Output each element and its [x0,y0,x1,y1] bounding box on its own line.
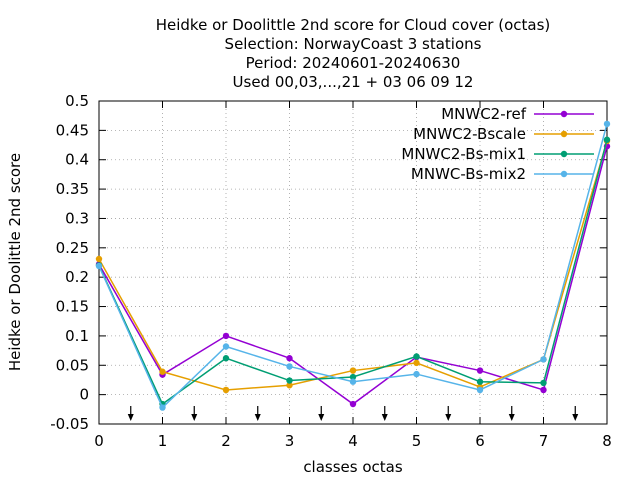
arrow-marker-layer [127,406,579,421]
data-point [222,355,230,362]
data-point [222,386,230,394]
data-point [159,368,166,375]
legend-label: MNWC2-Bscale [413,125,526,143]
data-point [476,367,484,374]
y-tick-label: 0.05 [56,356,89,374]
x-axis-label: classes octas [303,458,403,476]
y-axis-label: Heidke or Doolittle 2nd score [6,153,24,371]
x-tick-label: 5 [412,432,422,450]
x-tick-label: 1 [158,432,168,450]
x-tick-label: 7 [539,432,549,450]
legend-marker [560,170,568,178]
down-arrow-icon [572,406,579,421]
title-line: Heidke or Doolittle 2nd score for Cloud … [156,16,551,34]
down-arrow-icon [445,406,452,421]
data-point [413,359,420,367]
y-tick-label: 0.4 [65,151,89,169]
data-point [540,379,547,387]
x-tick-label: 3 [285,432,295,450]
down-arrow-icon [381,406,388,421]
legend-item: MNWC2-Bs-mix1 [401,145,594,163]
legend-label: MNWC2-Bs-mix1 [401,145,526,163]
data-point [222,332,230,340]
arrow-head [572,414,579,421]
legend-item: MNWC-Bs-mix2 [411,165,594,183]
down-arrow-icon [508,406,515,421]
series-mnwc2-ref [95,143,611,408]
data-point [603,120,611,128]
arrow-head [254,414,261,421]
y-tick-label: 0.25 [56,239,89,257]
down-arrow-icon [127,406,134,421]
x-tick-label: 2 [221,432,231,450]
data-point [349,367,357,374]
series-mnwc-bs-mix2 [95,120,611,411]
legend: MNWC2-ref MNWC2-Bscale MNWC2-Bs-mix1 MNWC-B… [401,105,594,183]
x-tick-label: 4 [348,432,358,450]
chart-title: Heidke or Doolittle 2nd score for Cloud … [156,16,551,91]
y-tick-label: 0.3 [65,209,89,227]
data-point [413,370,420,378]
legend-label: MNWC-Bs-mix2 [411,165,526,183]
y-tick-label: 0.35 [56,180,89,198]
data-point [159,404,166,411]
title-line: Period: 20240601-20240630 [246,54,461,72]
legend-label: MNWC2-ref [441,105,526,123]
data-point [603,136,611,143]
legend-item: MNWC2-ref [441,105,594,123]
x-tick-label: 8 [602,432,612,450]
data-point [413,353,420,360]
legend-marker [560,150,568,158]
data-point [95,255,103,263]
down-arrow-icon [191,406,198,421]
legend-marker [560,130,568,138]
y-tick-label: 0 [79,386,89,404]
y-tick-label: 0.45 [56,121,89,139]
down-arrow-icon [254,406,261,421]
arrow-head [508,414,515,421]
down-arrow-icon [318,406,325,421]
x-tick-label: 6 [475,432,485,450]
data-point [349,373,357,381]
title-line: Selection: NorwayCoast 3 stations [225,35,482,53]
y-tick-label: 0.2 [65,268,89,286]
arrow-head [318,414,325,421]
data-point [286,377,293,384]
title-line: Used 00,03,...,21 + 03 06 09 12 [233,73,474,91]
data-point [476,386,484,394]
y-tick-label: 0.1 [65,327,89,345]
series-layer [95,120,611,411]
y-tick-label: 0.15 [56,298,89,316]
arrow-head [191,414,198,421]
data-point [95,262,103,270]
data-point [286,363,293,370]
data-point [540,386,547,394]
arrow-head [381,414,388,421]
arrow-head [127,414,134,421]
y-tick-label: -0.05 [50,415,89,433]
data-point [286,382,293,389]
data-point [476,378,484,385]
legend-item: MNWC2-Bscale [413,125,594,143]
x-tick-label: 0 [94,432,104,450]
tick-layer: -0.05 0 0.05 0.1 0.15 0.2 0.25 0.3 0.35 0.4 0.45 0.… [50,92,612,450]
data-point [222,343,230,350]
series-mnwc2-bs-mix1 [95,136,611,408]
data-point [286,355,293,362]
arrow-head [445,414,452,421]
y-tick-label: 0.5 [65,92,89,110]
data-point [349,400,357,408]
legend-marker [560,110,568,118]
data-point [540,356,547,363]
data-point [349,378,357,385]
